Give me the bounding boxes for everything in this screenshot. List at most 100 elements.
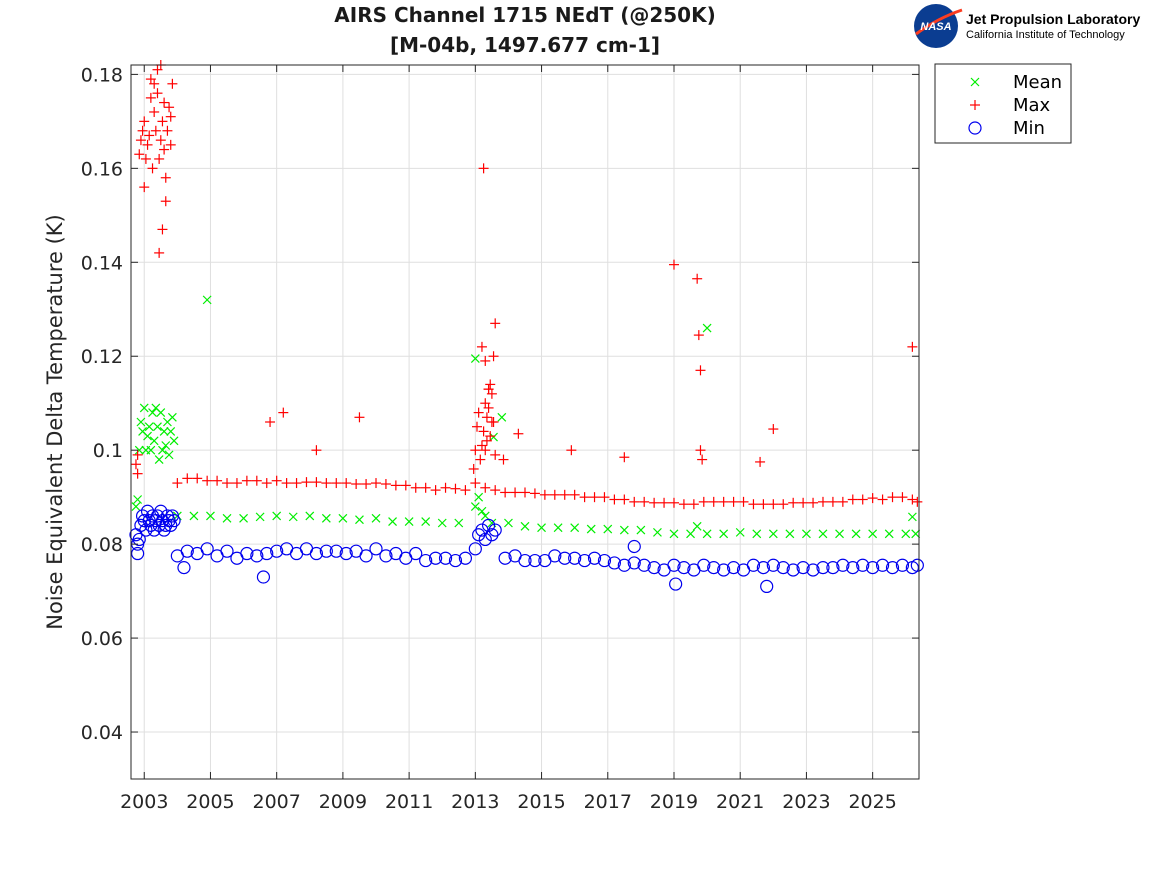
max-point bbox=[157, 224, 168, 235]
max-point bbox=[139, 116, 150, 127]
max-point bbox=[440, 482, 451, 493]
mean-point bbox=[421, 517, 431, 527]
y-axis-label: Noise Equivalent Delta Temperature (K) bbox=[43, 214, 67, 630]
max-point bbox=[481, 412, 492, 423]
axis-ticks: 2003 2005 2007 2009 2011 2013 2015 2017 2019 2021… bbox=[81, 64, 919, 813]
min-point bbox=[438, 551, 453, 565]
max-point bbox=[473, 407, 484, 418]
mean-point bbox=[735, 527, 745, 537]
min-point bbox=[717, 563, 731, 577]
mean-point bbox=[206, 511, 215, 521]
mean-point bbox=[785, 529, 795, 539]
data-marks bbox=[129, 60, 924, 594]
mean-point bbox=[752, 529, 762, 539]
min-point bbox=[472, 528, 486, 542]
min-point bbox=[667, 558, 681, 572]
mean-point bbox=[355, 515, 364, 525]
legend-marker-min bbox=[968, 121, 982, 135]
max-point bbox=[688, 499, 699, 510]
max-point bbox=[278, 407, 289, 418]
max-point bbox=[165, 111, 176, 122]
mean-point bbox=[692, 521, 702, 531]
max-point bbox=[738, 496, 749, 507]
max-point bbox=[144, 130, 155, 141]
max-point bbox=[817, 496, 828, 507]
max-point bbox=[589, 492, 600, 503]
max-point bbox=[231, 478, 242, 489]
max-point bbox=[476, 341, 487, 352]
mean-point bbox=[161, 441, 171, 450]
max-point bbox=[202, 475, 213, 486]
max-point bbox=[311, 445, 322, 456]
max-point bbox=[132, 468, 143, 479]
max-point bbox=[371, 478, 382, 489]
min-point bbox=[796, 561, 810, 575]
min-point bbox=[498, 551, 512, 565]
mean-point bbox=[437, 518, 447, 528]
max-point bbox=[145, 92, 156, 103]
max-point bbox=[619, 494, 630, 505]
max-point bbox=[361, 479, 372, 490]
min-point bbox=[369, 542, 383, 556]
max-point bbox=[157, 116, 168, 127]
mean-point bbox=[146, 445, 156, 455]
mean-point bbox=[901, 529, 911, 539]
jpl-name: Jet Propulsion Laboratory bbox=[966, 11, 1140, 27]
mean-point bbox=[189, 511, 199, 521]
mean-point bbox=[570, 523, 580, 533]
min-point bbox=[458, 551, 473, 565]
max-point bbox=[498, 454, 509, 465]
max-point bbox=[251, 475, 262, 486]
max-point bbox=[768, 499, 779, 510]
max-point bbox=[539, 489, 550, 500]
max-point bbox=[331, 478, 342, 489]
mean-point bbox=[802, 529, 811, 539]
max-point bbox=[140, 153, 151, 164]
mean-point bbox=[474, 492, 484, 502]
max-point bbox=[130, 459, 141, 470]
min-point bbox=[319, 544, 333, 558]
mean-point bbox=[636, 525, 646, 535]
max-point bbox=[222, 478, 233, 489]
mean-point bbox=[239, 513, 248, 523]
max-point bbox=[430, 485, 441, 496]
max-point bbox=[695, 445, 706, 456]
mean-point bbox=[669, 529, 679, 539]
mean-point bbox=[134, 445, 144, 455]
x-tick-label: 2013 bbox=[451, 791, 499, 813]
max-point bbox=[165, 139, 176, 150]
x-tick-label: 2011 bbox=[385, 791, 433, 813]
min-point bbox=[617, 558, 631, 572]
max-point bbox=[481, 435, 492, 446]
min-point bbox=[587, 551, 602, 565]
mean-point bbox=[169, 436, 179, 446]
max-point bbox=[450, 483, 461, 494]
mean-point bbox=[154, 455, 164, 465]
mean-point bbox=[619, 525, 629, 535]
min-point bbox=[154, 504, 168, 518]
mean-point bbox=[136, 417, 146, 427]
legend-label-max: Max bbox=[1013, 95, 1051, 116]
max-point bbox=[485, 379, 496, 390]
min-point bbox=[329, 544, 343, 558]
max-point bbox=[139, 182, 150, 193]
min-point bbox=[647, 561, 661, 575]
mean-point bbox=[497, 412, 507, 422]
max-point bbox=[241, 475, 252, 486]
min-point bbox=[528, 553, 542, 568]
mean-point bbox=[719, 529, 729, 539]
min-point bbox=[144, 518, 158, 532]
mean-point bbox=[586, 524, 596, 534]
mean-point bbox=[149, 436, 159, 446]
max-point bbox=[549, 489, 560, 500]
min-point bbox=[256, 570, 271, 584]
mean-point bbox=[603, 524, 613, 534]
max-point bbox=[261, 478, 272, 489]
max-point bbox=[778, 499, 789, 510]
min-point bbox=[139, 523, 153, 537]
min-point bbox=[766, 558, 780, 572]
max-point bbox=[678, 499, 689, 510]
max-point bbox=[354, 412, 365, 423]
max-point bbox=[708, 496, 719, 507]
y-tick-label: 0.06 bbox=[81, 628, 123, 650]
